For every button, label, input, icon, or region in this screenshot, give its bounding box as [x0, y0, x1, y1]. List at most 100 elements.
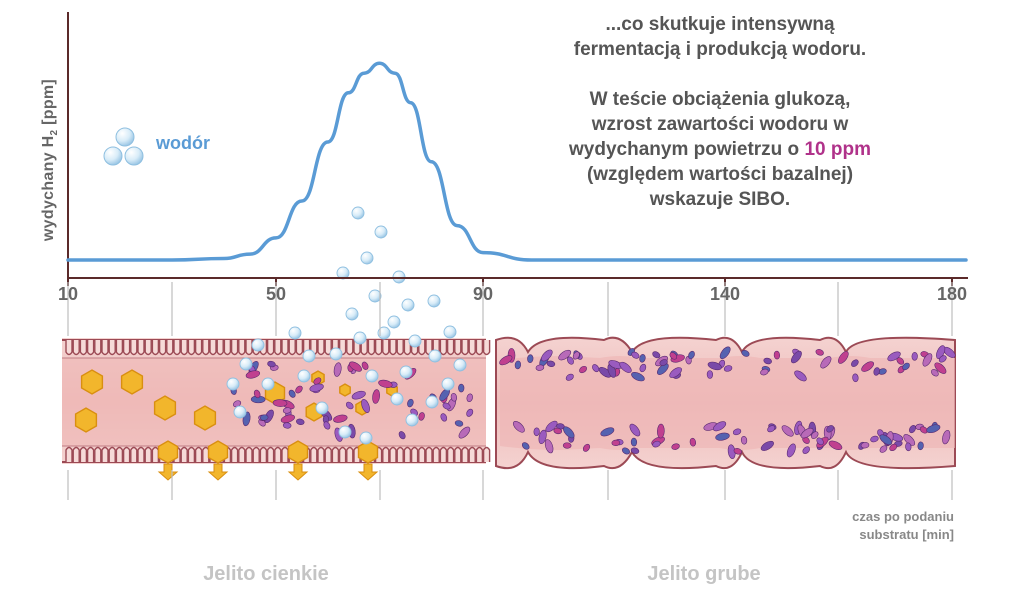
- large-intestine-inner-wall: [500, 356, 955, 450]
- glucose-molecule: [193, 405, 217, 431]
- bacterium: [521, 442, 530, 450]
- bacterium: [378, 379, 393, 388]
- absorption-arrow: [207, 463, 229, 481]
- bacterium: [546, 360, 556, 367]
- bacterium: [558, 349, 572, 361]
- bacterium: [802, 446, 810, 454]
- bacterium: [535, 364, 545, 371]
- bacterium: [794, 370, 807, 382]
- bacterium: [902, 362, 910, 371]
- hydrogen-bubble: [360, 251, 374, 265]
- bacterium: [689, 437, 697, 447]
- bacterium: [398, 431, 406, 440]
- bacterium: [333, 414, 348, 423]
- hydrogen-bubble: [239, 357, 253, 371]
- bacterium: [245, 370, 261, 379]
- bacterium: [669, 367, 682, 378]
- bacterium: [592, 364, 600, 373]
- absorption-arrow: [357, 463, 379, 481]
- bacterium: [541, 349, 553, 362]
- bacterium: [566, 356, 574, 365]
- bacterium: [499, 355, 513, 366]
- bacterium: [527, 354, 534, 363]
- hydrogen-bubble: [261, 377, 275, 391]
- annotation-line: (względem wartości bazalnej): [586, 164, 854, 185]
- bacterium: [763, 357, 772, 365]
- bacterium: [253, 389, 261, 399]
- hydrogen-bubble: [368, 289, 382, 303]
- bacterium: [922, 353, 933, 367]
- bacterium: [458, 383, 465, 393]
- annotation-line: wskazuje SIBO.: [649, 189, 791, 210]
- bacterium: [512, 421, 525, 433]
- bacterium: [652, 440, 661, 448]
- hydrogen-bubble: [390, 392, 404, 406]
- bacterium: [545, 420, 558, 433]
- hydrogen-bubble: [453, 358, 467, 372]
- hydrogen-bubble: [401, 298, 415, 312]
- bacterium: [619, 361, 632, 373]
- bacterium: [760, 440, 774, 451]
- bacteria: [230, 345, 956, 459]
- hydrogen-bubble: [302, 349, 316, 363]
- bacterium: [533, 427, 540, 437]
- bacterium: [630, 437, 638, 447]
- bacterium: [889, 443, 898, 452]
- bacterium: [860, 442, 870, 449]
- threshold-highlight: 10 ppm: [804, 139, 871, 160]
- bacterium: [715, 432, 730, 441]
- glucose-molecule: [120, 369, 144, 395]
- bacterium: [466, 408, 474, 417]
- bacterium: [450, 393, 458, 402]
- bacterium: [267, 360, 276, 368]
- hydrogen-bubble: [377, 326, 391, 340]
- absorption-arrow: [157, 463, 179, 481]
- bacterium: [719, 346, 731, 360]
- bacterium: [458, 426, 471, 439]
- bacterium: [931, 369, 939, 377]
- bacterium: [919, 426, 928, 434]
- hydrogen-bubble: [408, 334, 422, 348]
- bacterium: [639, 363, 647, 373]
- hydrogen-bubble: [365, 369, 379, 383]
- bacterium: [657, 423, 665, 439]
- x-axis-ticks: [67, 278, 953, 286]
- bacterium: [631, 372, 645, 382]
- glucose-molecule: [80, 369, 104, 395]
- bacterium: [760, 368, 769, 376]
- bacterium: [652, 351, 661, 359]
- glucose-molecule: [287, 440, 309, 464]
- bacterium: [272, 399, 288, 407]
- bacterium: [887, 351, 901, 362]
- bacterium: [259, 414, 269, 421]
- bacterium: [565, 373, 574, 381]
- bacterium: [852, 373, 859, 383]
- bacterium: [816, 437, 824, 446]
- glucose-molecule: [153, 395, 177, 421]
- bacterium: [544, 439, 554, 454]
- bacterium: [657, 363, 669, 375]
- bacterium: [732, 428, 742, 436]
- hydrogen-series-line: [66, 61, 968, 262]
- bacterium: [282, 422, 292, 429]
- annotation-text: ...co skutkuje intensywną fermentacją i …: [500, 12, 940, 212]
- hydrogen-bubble: [425, 395, 439, 409]
- bacterium: [418, 412, 425, 421]
- hydrogen-bubble: [428, 349, 442, 363]
- bacterium: [361, 361, 369, 370]
- bacterium: [773, 350, 781, 360]
- hydrogen-bubble-icon: [103, 127, 144, 166]
- x-axis-title: czas po podaniu substratu [min]: [852, 509, 954, 542]
- annotation-line: ...co skutkuje intensywną: [605, 14, 835, 35]
- annotation-line: W teście obciążenia glukozą,: [589, 89, 851, 110]
- hydrogen-bubble: [387, 315, 401, 329]
- bacterium: [911, 352, 918, 361]
- bacterium: [280, 414, 295, 423]
- bacterium: [781, 425, 794, 437]
- bacterium: [562, 442, 572, 449]
- bacterium: [870, 435, 879, 443]
- hydrogen-bubble: [427, 294, 441, 308]
- bacterium: [800, 427, 814, 439]
- glucose-molecule: [339, 383, 351, 397]
